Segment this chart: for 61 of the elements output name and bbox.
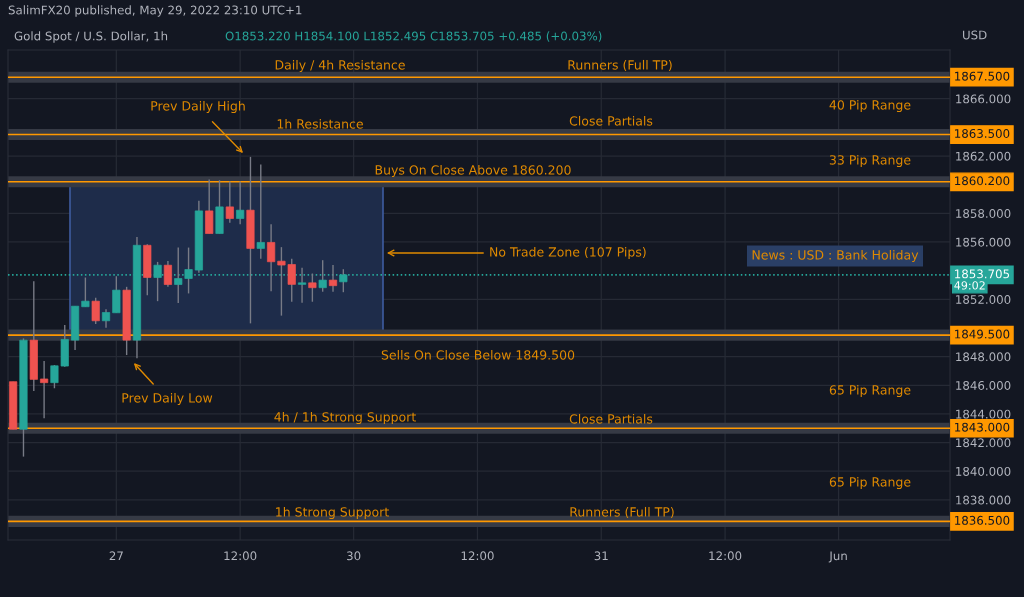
y-axis-title: USD [963, 30, 987, 40]
x-tick-label: 31 [594, 551, 608, 561]
annotation: Prev Daily Low [122, 392, 213, 406]
chart-subtitle: SalimFX20 published, May 29, 2022 23:10 UTC+1 [8, 5, 302, 17]
chart-title: Gold Spot / U.S. Dollar, 1h [14, 31, 168, 43]
annotation: Close Partials [569, 115, 653, 126]
candlestick [308, 272, 317, 303]
candlestick [112, 275, 121, 314]
annotation: 40 Pip Range [829, 99, 911, 113]
ref-line-label: 1836.500 [955, 515, 1010, 525]
candlestick [328, 264, 338, 293]
y-tick-label: 1842.000 [956, 438, 1011, 448]
y-tick-label: 1856.000 [956, 237, 1011, 247]
candlestick [205, 178, 214, 235]
annotation: Sells On Close Below 1849.500 [381, 349, 575, 360]
ref-line-label: 1843.000 [955, 422, 1010, 432]
candlestick [81, 276, 90, 308]
annotation: News : USD : Bank Holiday [752, 249, 919, 263]
candlestick [267, 223, 276, 292]
x-tick-label: 27 [109, 551, 123, 561]
text: O1853.220 H1854.100 L1852.495 C1853.705 +0.485 (+0.03%) [225, 31, 602, 42]
annotation: Close Partials [569, 413, 653, 424]
candlestick [236, 180, 245, 225]
annotation: No Trade Zone (107 Pips) [490, 246, 646, 260]
y-tick-label: 1838.000 [956, 495, 1011, 505]
annotation: 1h Resistance [277, 118, 363, 129]
candlestick [101, 308, 111, 329]
annotation: 33 Pip Range [829, 154, 911, 168]
ref-line-label: 1863.500 [955, 129, 1010, 138]
candlestick [40, 360, 49, 420]
annotation: Prev Daily High [151, 100, 245, 114]
annotation: 65 Pip Range [829, 476, 911, 490]
x-tick-label: 12:00 [461, 551, 494, 561]
x-tick-label: Jun [828, 551, 847, 563]
annotation: Daily / 4h Resistance [275, 59, 405, 73]
annotation: 4h / 1h Strong Support [274, 411, 416, 425]
text: 49:02 [954, 281, 985, 290]
y-tick-label: 1858.000 [956, 209, 1011, 218]
annotation: Buys On Close Above 1860.200 [375, 164, 571, 178]
annotation: Runners (Full TP) [568, 59, 672, 72]
ref-line-label: 1867.500 [955, 71, 1010, 81]
candlestick [256, 163, 265, 260]
x-tick-label: 30 [347, 551, 361, 561]
ref-line-label: 1853.705 [955, 269, 1010, 279]
annotation: Runners (Full TP) [570, 506, 674, 519]
x-tick-label: 12:00 [709, 551, 742, 561]
annotation: 1h Strong Support [276, 506, 389, 520]
y-tick-label: 1866.000 [956, 94, 1011, 104]
x-tick-label: 12:00 [224, 551, 257, 561]
candlestick [91, 297, 100, 325]
y-tick-label: 1840.000 [956, 466, 1011, 476]
y-tick-label: 1844.000 [956, 409, 1011, 419]
ref-line-label: 1849.500 [955, 329, 1010, 339]
annotation: 65 Pip Range [829, 384, 911, 398]
candlestick [163, 260, 172, 288]
ref-line-label: 1860.200 [955, 176, 1010, 186]
y-tick-label: 1848.000 [956, 352, 1011, 362]
candlestick [225, 180, 234, 224]
y-tick-label: 1862.000 [956, 151, 1011, 161]
y-tick-label: 1846.000 [956, 380, 1011, 390]
y-tick-label: 1852.000 [956, 295, 1011, 304]
